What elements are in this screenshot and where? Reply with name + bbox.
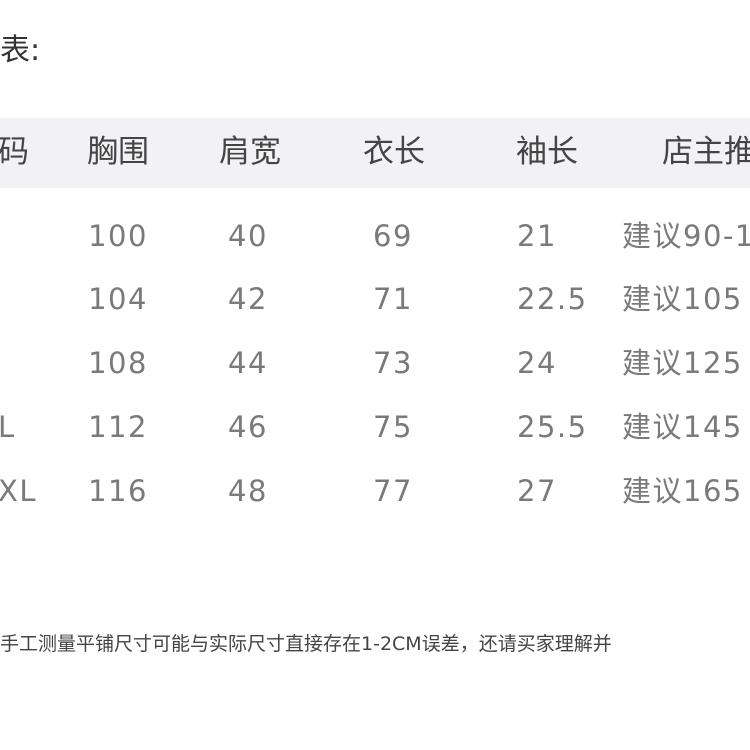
table-cell: 46: [228, 410, 268, 444]
table-cell: 建议165: [622, 474, 743, 508]
table-cell: 25.5: [517, 410, 588, 444]
table-cell: 75: [373, 410, 413, 444]
table-cell: 71: [373, 282, 413, 316]
header-cell: 店主推: [662, 134, 750, 170]
table-cell: 40: [228, 219, 268, 253]
title: 表:: [0, 33, 41, 68]
table-cell: 104: [88, 282, 148, 316]
header-cell: 肩宽: [219, 134, 281, 170]
table-cell: 22.5: [517, 282, 588, 316]
header-cell: 码: [0, 134, 29, 170]
table-cell: XL: [0, 474, 38, 508]
table-cell: 建议145: [622, 410, 743, 444]
table-cell: 69: [373, 219, 413, 253]
table-cell: 21: [517, 219, 557, 253]
table-cell: 建议125: [622, 346, 743, 380]
table-cell: 73: [373, 346, 413, 380]
table-cell: 24: [517, 346, 557, 380]
table-cell: 建议90-1: [622, 219, 750, 253]
table-cell: 建议105: [622, 282, 743, 316]
table-cell: 27: [517, 474, 557, 508]
table-cell: 44: [228, 346, 268, 380]
header-cell: 衣长: [363, 134, 425, 170]
table-cell: 100: [88, 219, 148, 253]
table-cell: 116: [88, 474, 148, 508]
table-cell: 108: [88, 346, 148, 380]
header-cell: 袖长: [516, 134, 578, 170]
header-band: [0, 118, 750, 188]
table-cell: 48: [228, 474, 268, 508]
table-cell: 77: [373, 474, 413, 508]
table-cell: 42: [228, 282, 268, 316]
table-cell: L: [0, 410, 16, 444]
header-cell: 胸围: [87, 134, 149, 170]
table-cell: 112: [88, 410, 148, 444]
footnote: 手工测量平铺尺寸可能与实际尺寸直接存在1-2CM误差，还请买家理解并: [0, 633, 612, 655]
